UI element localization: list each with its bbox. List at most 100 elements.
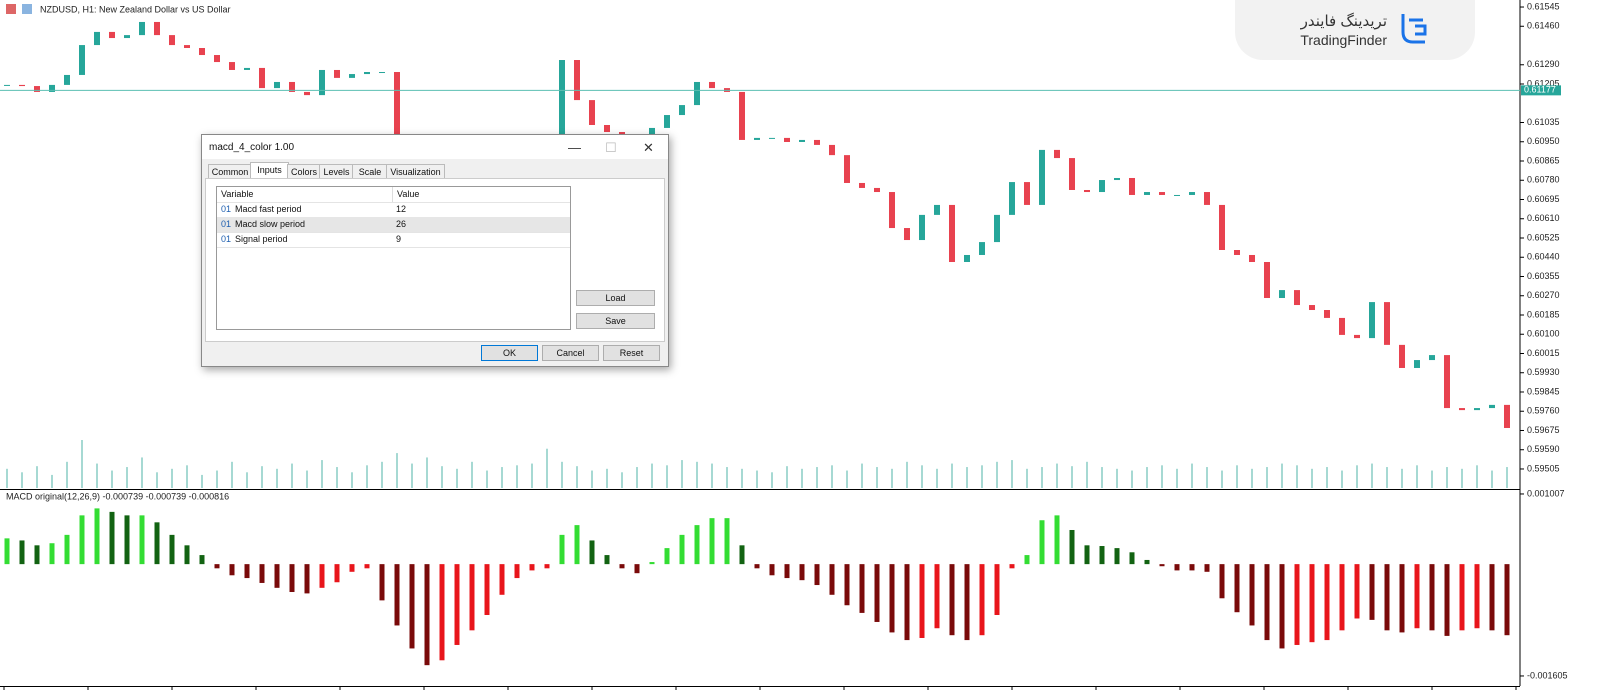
logo-icon [1401, 14, 1427, 44]
candle [664, 115, 670, 128]
volume-bar [261, 466, 263, 488]
volume-bar [921, 465, 923, 488]
save-button[interactable]: Save [576, 313, 655, 329]
macd-bar [19, 540, 25, 565]
tab[interactable]: Colors [287, 164, 321, 179]
macd-bar [514, 564, 520, 579]
volume-bar [351, 472, 353, 488]
candle [574, 60, 580, 101]
icon [6, 4, 16, 14]
volume-bar [1176, 468, 1178, 488]
volume-bar [816, 467, 818, 488]
price-label: 0.60015 [1527, 348, 1560, 358]
candle [604, 125, 610, 133]
volume-bar [1146, 467, 1148, 488]
volume-bar [1356, 465, 1358, 488]
macd-bar [1084, 545, 1090, 565]
macd-bar [1129, 552, 1135, 565]
candle [769, 137, 775, 139]
price-label: 0.60185 [1527, 309, 1560, 319]
macd-bar [1114, 548, 1120, 565]
price-label: 0.60525 [1527, 232, 1560, 242]
tab[interactable]: Visualization [386, 164, 445, 179]
reset-button[interactable]: Reset [603, 345, 660, 361]
macd-bar [724, 518, 730, 565]
macd-bar [604, 555, 610, 565]
macd-bar [274, 564, 280, 588]
input-row[interactable]: 01 Signal period 9 [217, 232, 570, 248]
volume-bar [1296, 465, 1298, 488]
tab[interactable]: Scale [352, 164, 388, 179]
macd-bar [889, 564, 895, 633]
price-label: 0.60695 [1527, 194, 1560, 204]
volume-bar [861, 463, 863, 488]
macd-bar [229, 564, 235, 576]
price-label: 0.60950 [1527, 136, 1560, 146]
candle [1279, 290, 1285, 299]
tab[interactable]: Levels [319, 164, 354, 179]
current-price: 0.61177 [1524, 85, 1556, 95]
ok-button[interactable]: OK [481, 345, 538, 361]
price-label: 0.59590 [1527, 444, 1560, 454]
price-label: 0.61035 [1527, 117, 1560, 127]
price-label: 0.60610 [1527, 213, 1560, 223]
candle [1414, 360, 1420, 368]
candle [1309, 305, 1315, 311]
close[interactable]: ✕ [643, 140, 654, 155]
macd-bar [94, 508, 100, 565]
candle [1384, 302, 1390, 345]
volume-bar [891, 468, 893, 488]
price-label: 0.60355 [1527, 271, 1560, 281]
candle [1249, 254, 1255, 263]
candle [1324, 310, 1330, 318]
candle [274, 81, 280, 89]
macd-bar [1159, 564, 1165, 567]
volume-bar [666, 465, 668, 488]
candle [589, 100, 595, 126]
macd-bar [184, 545, 190, 565]
volume-bar [771, 472, 773, 488]
volume-bar [561, 461, 563, 488]
price-badge [1521, 85, 1561, 96]
input-list: Variable Value 01 Macd fast period 12 01… [216, 186, 571, 330]
macd-bar [379, 564, 385, 601]
macd-bar [1204, 564, 1210, 572]
input-row[interactable]: 01 Macd slow period 26 [217, 217, 570, 233]
candle [1234, 250, 1240, 255]
macd-bar [1054, 515, 1060, 565]
candle [814, 139, 820, 145]
volume-bar [276, 468, 278, 488]
macd-bar [1039, 520, 1045, 565]
icon [22, 4, 32, 14]
candle [889, 192, 895, 229]
candle [1009, 182, 1015, 215]
macd-bar [589, 540, 595, 565]
volume-bar [291, 463, 293, 488]
volume-bar [981, 465, 983, 488]
volume-bar [1431, 470, 1433, 488]
dialog: macd_4_color 1.00 — ☐ ✕ Common Inputs Co… [201, 134, 669, 367]
tab[interactable]: Common [208, 164, 252, 179]
maximize[interactable]: ☐ [605, 140, 617, 155]
volume-bar [681, 460, 683, 488]
volume-bar [1476, 465, 1478, 488]
macd-bar [769, 564, 775, 576]
macd-bar [1294, 564, 1300, 645]
candle [844, 155, 850, 183]
macd-bar [34, 545, 40, 565]
macd-bar [1024, 555, 1030, 565]
minimize[interactable]: — [568, 140, 581, 155]
macd-bar [394, 564, 400, 626]
cancel-button[interactable]: Cancel [542, 345, 599, 361]
macd-bar [784, 564, 790, 579]
load-button[interactable]: Load [576, 290, 655, 306]
macd-bar [979, 564, 985, 636]
price-label: 0.61460 [1527, 21, 1560, 31]
volume-bar [1341, 470, 1343, 488]
candle [94, 31, 100, 46]
input-row[interactable]: 01 Macd fast period 12 [217, 202, 570, 218]
volume-bar [1266, 467, 1268, 488]
volume-bar [66, 461, 68, 488]
volume-bar [1251, 468, 1253, 488]
macd-bar [1504, 564, 1510, 636]
